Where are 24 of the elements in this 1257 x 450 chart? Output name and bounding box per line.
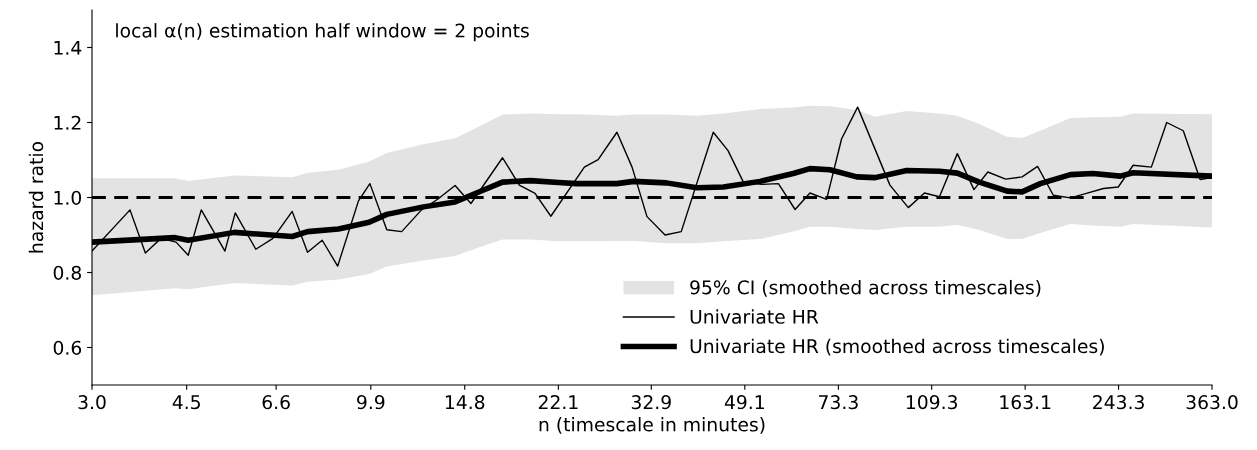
x-tick-label: 49.1: [724, 395, 764, 410]
legend-label: Univariate HR: [690, 309, 819, 324]
x-tick-label: 9.9: [357, 395, 385, 410]
x-tick-label: 3.0: [78, 395, 106, 410]
x-tick-label: 109.3: [906, 395, 958, 410]
x-tick-label: 4.5: [172, 395, 200, 410]
y-tick-label: 1.4: [54, 40, 82, 55]
legend-label: 95% CI (smoothed across timescales): [690, 279, 1041, 297]
x-tick-label: 243.3: [1093, 395, 1144, 410]
x-tick-label: 22.1: [538, 395, 578, 409]
x-tick-label: 73.3: [819, 395, 858, 410]
x-tick-label: 32.9: [631, 395, 671, 410]
y-tick-label: 0.6: [53, 340, 82, 355]
x-tick-label: 163.1: [1000, 395, 1051, 410]
x-tick-label: 14.8: [445, 395, 485, 410]
x-axis-title: n (timescale in minutes): [539, 417, 765, 434]
x-tick-label: 363.0: [1186, 395, 1238, 410]
y-axis-title: hazard ratio: [28, 141, 44, 253]
y-tick-label: 0.8: [53, 265, 81, 280]
legend-label: Univariate HR (smoothed across timescales): [690, 338, 1104, 356]
y-tick-label: 1.2: [54, 115, 81, 130]
y-tick-label: 1.0: [54, 190, 82, 205]
x-tick-label: 6.6: [262, 395, 290, 410]
text: local α(n) estimation half window = 2 points: [116, 23, 529, 42]
